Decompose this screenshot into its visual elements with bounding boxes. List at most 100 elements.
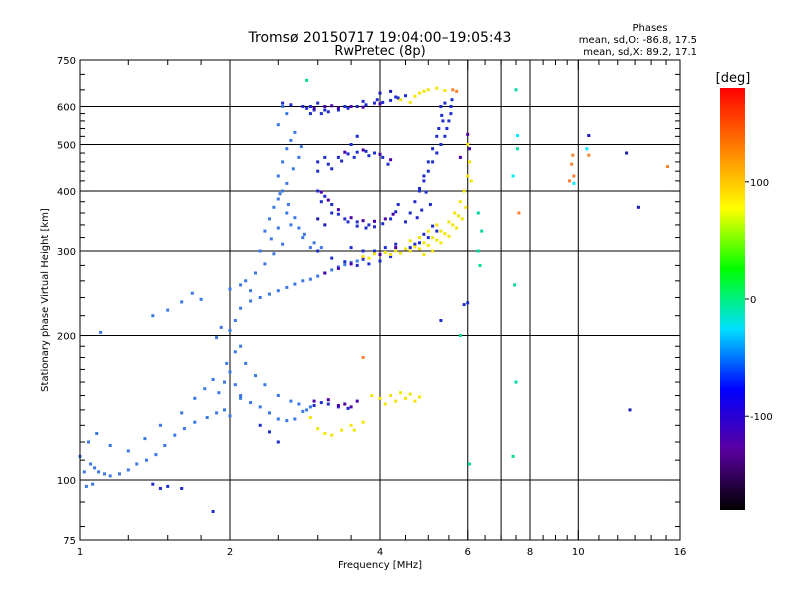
echo-point (99, 330, 103, 334)
echo-point (343, 260, 347, 264)
echo-point (281, 242, 285, 246)
echo-point (428, 203, 432, 206)
echo-point (443, 89, 447, 92)
echo-point (468, 160, 471, 164)
echo-point (239, 396, 243, 400)
echo-point (276, 289, 280, 293)
echo-point (413, 200, 417, 204)
echo-point (364, 149, 368, 153)
echo-point (431, 147, 435, 151)
echo-point (84, 484, 88, 488)
echo-point (408, 239, 412, 243)
echo-point (305, 106, 309, 110)
echo-point (233, 383, 237, 387)
echo-point (330, 203, 334, 206)
echo-point (103, 472, 106, 476)
echo-point (272, 205, 276, 209)
echo-point (108, 444, 112, 447)
echo-point (249, 289, 253, 293)
echo-point (367, 262, 371, 266)
echo-point (367, 154, 371, 158)
echo-point (297, 155, 301, 159)
echo-point (258, 423, 262, 427)
echo-point (135, 462, 139, 466)
echo-point (361, 219, 365, 223)
echo-point (443, 134, 447, 138)
echo-point (352, 428, 356, 432)
echo-point (625, 151, 629, 155)
echo-point (228, 328, 232, 332)
echo-point (305, 78, 309, 82)
echo-point (239, 344, 243, 348)
echo-point (443, 232, 447, 236)
echo-point (373, 249, 376, 253)
echo-point (346, 106, 350, 110)
echo-point (308, 112, 312, 116)
echo-point (394, 95, 398, 99)
echo-point (330, 268, 334, 272)
echo-point (458, 155, 462, 159)
echo-point (151, 482, 155, 486)
echo-point (375, 98, 379, 102)
echo-point (389, 217, 393, 221)
y-minor-ticks (80, 73, 680, 528)
echo-point (326, 402, 330, 406)
echo-point (381, 155, 385, 159)
echo-point (281, 105, 285, 108)
echo-point (343, 263, 347, 267)
echo-point (254, 374, 257, 378)
echo-point (408, 211, 412, 215)
echo-point (404, 247, 407, 251)
echo-point (435, 134, 439, 138)
echo-point (426, 244, 430, 247)
echo-point (466, 143, 470, 146)
echo-point (166, 308, 170, 312)
echo-point (513, 283, 517, 287)
echo-point (326, 198, 330, 202)
echo-point (289, 103, 293, 107)
echo-point (422, 89, 426, 93)
echo-point (276, 197, 280, 201)
echo-point (258, 405, 262, 409)
echo-point (343, 150, 347, 154)
y-tick-label: 100 (57, 476, 76, 487)
phase-stats-x: mean, sd,X: 89.2, 17.1 (583, 47, 697, 58)
echo-point (426, 160, 430, 164)
echo-point (278, 192, 282, 196)
echo-point (276, 394, 280, 397)
echo-point (383, 250, 387, 254)
x-minor-ticks (127, 60, 667, 540)
colorbar-tick-label: -100 (750, 412, 773, 423)
echo-point (367, 223, 371, 227)
echo-point (587, 134, 591, 137)
x-tick-label: 4 (377, 547, 383, 558)
phase-stats: Phases mean, sd,O: -86.8, 17.5 mean, sd,… (579, 23, 697, 58)
echo-point (394, 210, 398, 214)
echo-point (316, 169, 320, 173)
echo-point (319, 200, 323, 204)
echo-point (469, 179, 473, 183)
echo-point (413, 245, 417, 249)
echo-point (422, 241, 426, 245)
title-block: Tromsø 20150717 19:04:00–19:05:43 RwPret… (248, 30, 512, 59)
echo-point (145, 458, 148, 462)
echo-point (441, 119, 445, 123)
echo-point (263, 229, 267, 233)
echo-point (422, 253, 426, 256)
echo-point (346, 220, 350, 224)
colorbar-gradient (720, 88, 745, 510)
echo-point (466, 132, 470, 136)
echo-point (180, 411, 184, 415)
echo-point (355, 263, 359, 267)
echo-point (199, 297, 203, 301)
echo-point (225, 361, 229, 365)
echo-point (293, 216, 297, 220)
echo-point (439, 319, 443, 322)
echo-point (316, 217, 320, 221)
echo-point (293, 282, 297, 286)
echo-point (319, 190, 323, 194)
echo-point (349, 143, 353, 146)
echo-point (426, 236, 430, 240)
echo-point (381, 222, 385, 226)
